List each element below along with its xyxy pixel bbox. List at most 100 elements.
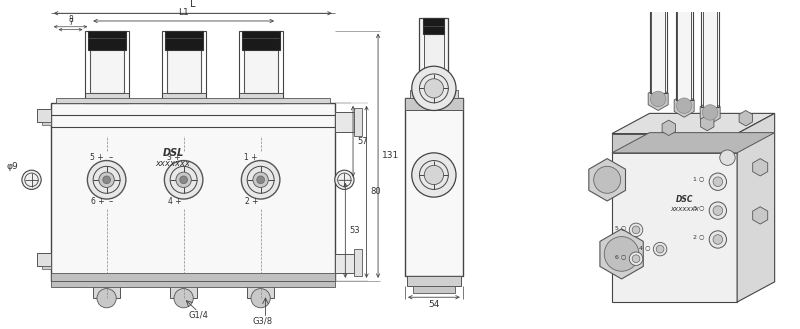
Text: 1 ○: 1 ○ — [693, 176, 704, 181]
Circle shape — [656, 245, 664, 253]
Circle shape — [164, 161, 203, 199]
Circle shape — [650, 91, 666, 107]
Text: 4 ○: 4 ○ — [639, 245, 650, 250]
Bar — [419, 18, 448, 90]
Bar — [166, 31, 203, 50]
Circle shape — [424, 79, 443, 98]
Bar — [405, 98, 462, 276]
Circle shape — [709, 231, 726, 248]
Bar — [407, 276, 461, 286]
Bar — [423, 18, 445, 35]
Bar — [334, 254, 354, 273]
Bar — [612, 134, 737, 153]
Circle shape — [257, 176, 265, 184]
Bar — [55, 98, 330, 103]
Text: L1: L1 — [178, 8, 189, 17]
Circle shape — [99, 172, 114, 188]
Text: xxxxxxx: xxxxxxx — [155, 159, 190, 168]
Bar — [86, 31, 129, 103]
Text: 2 +: 2 + — [246, 197, 258, 206]
Text: 5 +: 5 + — [90, 153, 104, 162]
Bar — [405, 98, 462, 110]
Circle shape — [242, 161, 280, 199]
Bar — [50, 281, 334, 287]
Bar — [354, 108, 362, 137]
Circle shape — [253, 172, 268, 188]
Circle shape — [97, 289, 116, 308]
Bar — [93, 281, 120, 298]
Bar — [678, 0, 691, 100]
Text: 5 ○: 5 ○ — [615, 225, 626, 230]
Bar — [42, 122, 50, 125]
Bar — [50, 103, 334, 281]
Circle shape — [720, 150, 735, 165]
Bar — [38, 253, 50, 266]
Bar — [239, 93, 282, 103]
Circle shape — [709, 202, 726, 219]
Bar — [418, 88, 450, 95]
Circle shape — [180, 176, 187, 184]
Bar — [170, 281, 197, 298]
Circle shape — [176, 172, 191, 188]
Circle shape — [709, 173, 726, 190]
Bar — [38, 109, 50, 122]
Bar — [242, 31, 280, 50]
Text: 7: 7 — [68, 18, 73, 27]
Bar — [410, 90, 422, 98]
Bar — [247, 281, 274, 298]
Text: 4 +: 4 + — [168, 197, 182, 206]
Bar — [162, 93, 206, 103]
Circle shape — [713, 235, 722, 244]
Text: 53: 53 — [349, 226, 360, 235]
Circle shape — [412, 66, 456, 111]
Bar — [167, 42, 201, 93]
Text: –: – — [109, 197, 113, 206]
Text: 3 ○: 3 ○ — [693, 205, 704, 210]
Circle shape — [594, 166, 621, 193]
Circle shape — [87, 161, 126, 199]
Bar — [244, 42, 278, 93]
Bar — [88, 31, 126, 50]
Bar — [42, 266, 50, 269]
Text: 3 +: 3 + — [167, 153, 181, 162]
Text: 6 ○: 6 ○ — [615, 254, 626, 259]
Circle shape — [677, 98, 692, 114]
Circle shape — [702, 105, 718, 120]
Text: L: L — [190, 0, 195, 10]
Bar — [239, 31, 282, 103]
Bar — [424, 33, 443, 90]
Text: 80: 80 — [370, 187, 381, 196]
Text: 1 +: 1 + — [244, 153, 258, 162]
Circle shape — [632, 226, 640, 234]
Text: –: – — [109, 153, 113, 162]
Text: DSL: DSL — [162, 148, 184, 158]
Bar — [413, 286, 455, 293]
Bar — [334, 113, 354, 132]
Bar — [86, 93, 129, 103]
Text: 8: 8 — [68, 15, 73, 24]
Bar — [162, 31, 206, 103]
Polygon shape — [612, 134, 737, 302]
Bar — [446, 90, 458, 98]
Circle shape — [334, 170, 354, 190]
Text: 54: 54 — [428, 300, 439, 309]
Text: 131: 131 — [382, 151, 399, 160]
Circle shape — [654, 242, 667, 256]
Circle shape — [412, 153, 456, 197]
Circle shape — [630, 223, 642, 237]
Text: G1/4: G1/4 — [188, 310, 208, 319]
Circle shape — [604, 237, 639, 271]
Bar — [703, 0, 717, 107]
Circle shape — [632, 255, 640, 263]
Circle shape — [251, 289, 270, 308]
Polygon shape — [612, 114, 774, 134]
Bar — [675, 0, 693, 100]
Text: 2 ○: 2 ○ — [693, 234, 704, 239]
Text: DSC: DSC — [675, 194, 693, 204]
Bar — [90, 42, 124, 93]
Polygon shape — [612, 133, 774, 153]
Bar — [651, 0, 665, 93]
Text: 6 +: 6 + — [91, 197, 105, 206]
Text: φ9: φ9 — [6, 162, 18, 171]
Text: xxxxxxx: xxxxxxx — [670, 206, 698, 212]
